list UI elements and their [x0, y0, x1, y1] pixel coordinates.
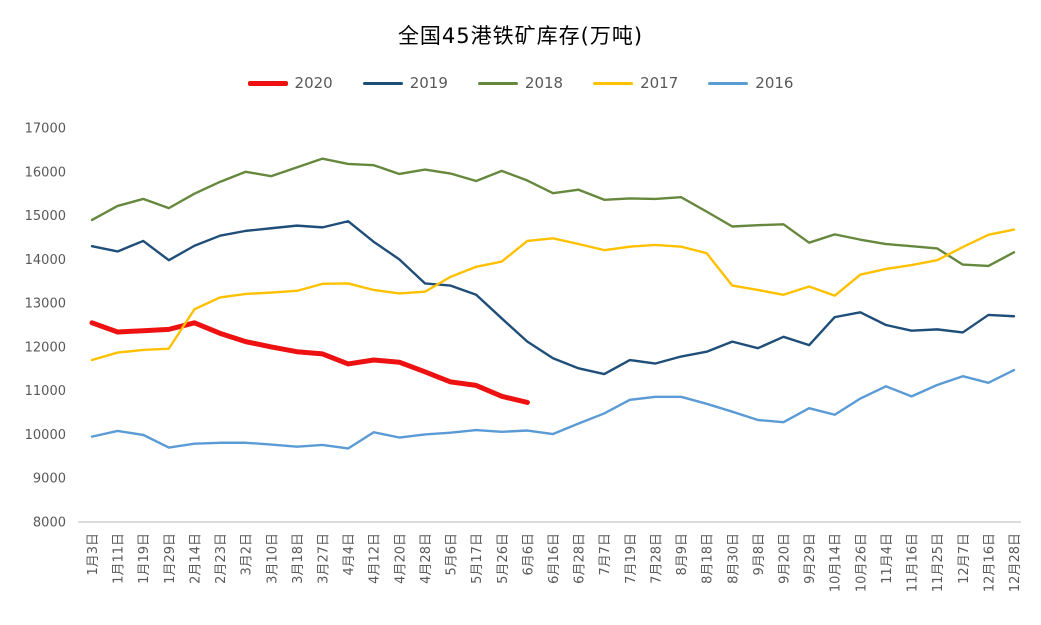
legend-swatch-2020: [247, 80, 288, 86]
legend-item-2016: 2016: [708, 74, 793, 92]
series-line-2017: [90, 228, 1016, 362]
y-axis-label: 16000: [25, 165, 66, 180]
x-axis-label: 7月7日: [598, 533, 613, 576]
y-axis-label: 14000: [25, 253, 66, 268]
x-axis-label: 8月9日: [675, 533, 690, 576]
x-axis-label: 2月14日: [188, 533, 203, 584]
legend-label: 2017: [640, 74, 679, 92]
x-axis-label: 1月11日: [112, 533, 127, 584]
y-axis-label: 12000: [25, 340, 66, 355]
series-line-2016: [90, 368, 1016, 450]
x-axis-label: 5月17日: [470, 533, 485, 584]
x-axis-label: 8月30日: [726, 533, 741, 584]
x-axis-label: 12月7日: [957, 533, 972, 584]
x-axis-label: 4月28日: [419, 533, 434, 584]
x-axis-label: 12月16日: [982, 533, 997, 592]
legend-item-2019: 2019: [362, 74, 448, 92]
x-axis-label: 6月16日: [547, 533, 562, 584]
x-axis-label: 3月2日: [240, 533, 255, 576]
x-axis-label: 11月25日: [931, 533, 946, 592]
chart-legend: 2020 2019 2018 2017 2016: [0, 74, 1041, 92]
series-line-2019: [90, 220, 1016, 376]
x-axis-label: 3月27日: [317, 533, 332, 584]
y-axis-label: 8000: [33, 516, 66, 531]
legend-label: 2020: [294, 74, 333, 92]
y-axis-label: 17000: [25, 122, 66, 137]
legend-item-2020: 2020: [247, 74, 333, 92]
x-axis-label: 3月10日: [265, 533, 280, 584]
x-axis-label: 11月4日: [880, 533, 895, 584]
x-axis-label: 1月29日: [163, 533, 178, 584]
x-axis-label: 1月19日: [137, 533, 152, 584]
legend-label: 2016: [755, 74, 794, 92]
y-axis-label: 13000: [25, 297, 66, 312]
x-axis-label: 4月20日: [393, 533, 408, 584]
x-axis-label: 4月12日: [368, 533, 383, 584]
x-axis-label: 3月18日: [291, 533, 306, 584]
legend-item-2017: 2017: [593, 74, 678, 92]
y-axis-label: 10000: [25, 428, 66, 443]
x-axis-label: 11月16日: [906, 533, 921, 592]
y-axis-label: 11000: [25, 384, 66, 399]
legend-swatch-2018: [477, 81, 518, 85]
legend-swatch-2019: [362, 81, 403, 85]
x-axis-label: 9月8日: [752, 533, 767, 576]
y-axis-label: 9000: [33, 472, 66, 487]
x-axis-label: 4月4日: [342, 533, 357, 576]
legend-label: 2018: [524, 74, 564, 92]
x-axis-label: 8月18日: [701, 533, 716, 584]
legend-swatch-2016: [708, 81, 749, 85]
y-axis-label: 15000: [25, 209, 66, 224]
x-axis-label: 1月3日: [86, 533, 101, 576]
x-axis-label: 5月6日: [445, 533, 460, 576]
legend-label: 2019: [409, 74, 448, 92]
series-line-2020: [89, 320, 530, 405]
x-axis-label: 10月14日: [829, 533, 844, 592]
x-axis-label: 7月28日: [649, 533, 664, 584]
chart-title: 全国45港铁矿库存(万吨): [397, 24, 644, 48]
x-axis-label: 5月26日: [496, 533, 511, 584]
legend-item-2018: 2018: [477, 74, 564, 92]
x-axis-label: 6月28日: [573, 533, 588, 584]
x-axis-label: 12月28日: [1008, 533, 1023, 592]
x-axis-label: 9月20日: [778, 533, 793, 584]
x-axis-label: 6月6日: [521, 533, 536, 576]
x-axis-label: 9月29日: [803, 533, 818, 584]
legend-swatch-2017: [593, 81, 634, 85]
x-axis-label: 2月23日: [214, 533, 229, 584]
series-line-2018: [90, 157, 1016, 268]
x-axis-label: 10月26日: [854, 533, 869, 592]
x-axis-label: 7月19日: [624, 533, 639, 584]
